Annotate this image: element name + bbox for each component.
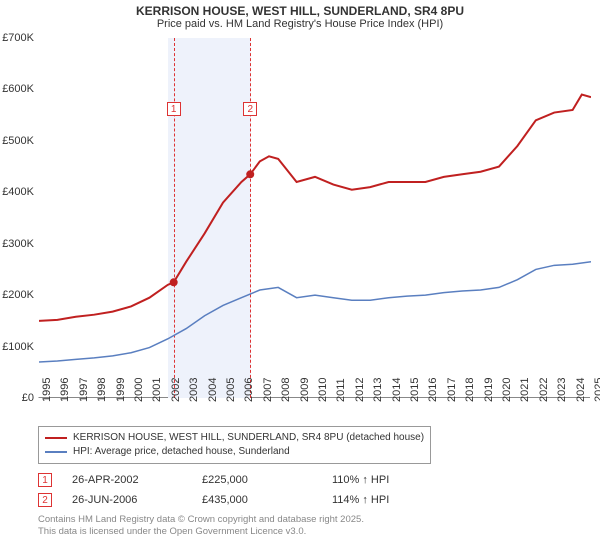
sale-price: £435,000 — [202, 494, 312, 506]
y-tick-label: £0 — [22, 392, 34, 404]
x-tick-label: 2006 — [243, 378, 255, 402]
x-tick-label: 1996 — [59, 378, 71, 402]
event-marker: 1 — [167, 102, 181, 116]
sale-date: 26-APR-2002 — [72, 474, 182, 486]
legend-swatch — [45, 437, 67, 439]
x-tick-label: 2001 — [151, 378, 163, 402]
legend-label: KERRISON HOUSE, WEST HILL, SUNDERLAND, S… — [73, 431, 424, 445]
x-tick-label: 2016 — [427, 378, 439, 402]
footer-line-2: This data is licensed under the Open Gov… — [38, 526, 600, 538]
x-tick-label: 2015 — [409, 378, 421, 402]
x-tick-label: 1998 — [96, 378, 108, 402]
x-tick-label: 2012 — [354, 378, 366, 402]
x-tick-label: 2010 — [317, 378, 329, 402]
sale-marker: 2 — [38, 493, 52, 507]
y-tick-label: £300K — [2, 238, 34, 250]
x-tick-label: 2019 — [483, 378, 495, 402]
sale-marker: 1 — [38, 473, 52, 487]
series-hpi — [39, 262, 591, 362]
sale-point — [246, 170, 254, 178]
y-tick-label: £500K — [2, 135, 34, 147]
x-tick-label: 2000 — [133, 378, 145, 402]
footer-line-1: Contains HM Land Registry data © Crown c… — [38, 514, 600, 526]
x-tick-label: 2003 — [188, 378, 200, 402]
chart-area: £0£100K£200K£300K£400K£500K£600K£700K 12… — [38, 38, 590, 418]
y-tick-label: £100K — [2, 341, 34, 353]
legend-swatch — [45, 451, 67, 453]
x-tick-label: 2024 — [575, 378, 587, 402]
legend: KERRISON HOUSE, WEST HILL, SUNDERLAND, S… — [38, 426, 431, 464]
sale-delta: 110% ↑ HPI — [332, 474, 442, 486]
sales-table: 1 26-APR-2002 £225,000 110% ↑ HPI 2 26-JUN-20… — [38, 470, 600, 510]
x-tick-label: 1995 — [41, 378, 53, 402]
legend-label: HPI: Average price, detached house, Sund… — [73, 445, 290, 459]
y-tick-label: £200K — [2, 289, 34, 301]
x-tick-label: 2011 — [335, 378, 347, 402]
sale-row: 2 26-JUN-2006 £435,000 114% ↑ HPI — [38, 490, 600, 510]
chart-svg — [39, 38, 591, 398]
footer: Contains HM Land Registry data © Crown c… — [38, 514, 600, 538]
sale-delta: 114% ↑ HPI — [332, 494, 442, 506]
x-tick-label: 2022 — [538, 378, 550, 402]
x-tick-label: 2004 — [207, 378, 219, 402]
y-tick-label: £700K — [2, 32, 34, 44]
sale-date: 26-JUN-2006 — [72, 494, 182, 506]
series-property — [39, 95, 591, 321]
x-tick-label: 2023 — [556, 378, 568, 402]
x-tick-label: 2013 — [372, 378, 384, 402]
x-tick-label: 1999 — [115, 378, 127, 402]
y-tick-label: £400K — [2, 186, 34, 198]
sale-point — [170, 278, 178, 286]
x-tick-label: 2014 — [391, 378, 403, 402]
x-tick-label: 2017 — [446, 378, 458, 402]
y-tick-label: £600K — [2, 83, 34, 95]
sale-row: 1 26-APR-2002 £225,000 110% ↑ HPI — [38, 470, 600, 490]
legend-item: HPI: Average price, detached house, Sund… — [45, 445, 424, 459]
event-marker: 2 — [243, 102, 257, 116]
chart-subtitle: Price paid vs. HM Land Registry's House … — [0, 18, 600, 32]
x-tick-label: 2018 — [464, 378, 476, 402]
x-tick-label: 2021 — [519, 378, 531, 402]
x-tick-label: 2005 — [225, 378, 237, 402]
x-tick-label: 2009 — [299, 378, 311, 402]
chart-container: KERRISON HOUSE, WEST HILL, SUNDERLAND, S… — [0, 0, 600, 560]
x-tick-label: 2020 — [501, 378, 513, 402]
x-tick-label: 2002 — [170, 378, 182, 402]
x-tick-label: 2008 — [280, 378, 292, 402]
sale-price: £225,000 — [202, 474, 312, 486]
plot-area: 12 — [38, 38, 590, 398]
legend-item: KERRISON HOUSE, WEST HILL, SUNDERLAND, S… — [45, 431, 424, 445]
x-tick-label: 1997 — [78, 378, 90, 402]
chart-title: KERRISON HOUSE, WEST HILL, SUNDERLAND, S… — [0, 0, 600, 18]
x-tick-label: 2007 — [262, 378, 274, 402]
x-tick-label: 2025 — [593, 378, 600, 402]
